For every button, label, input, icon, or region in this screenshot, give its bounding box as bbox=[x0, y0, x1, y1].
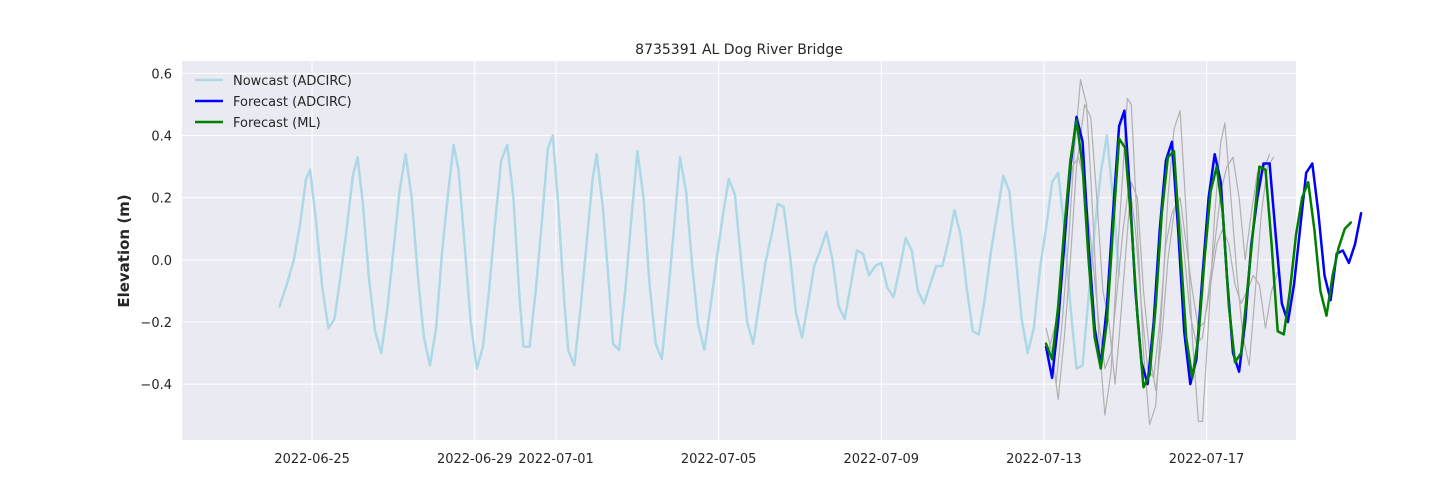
x-tick-label: 2022-07-09 bbox=[844, 452, 920, 467]
y-tick-label: 0.4 bbox=[151, 130, 172, 145]
x-axis-ticks: 2022-06-25 2022-06-29 2022-07-01 2022-07-05… bbox=[274, 452, 1244, 467]
y-tick-label: 0.0 bbox=[151, 254, 172, 269]
x-tick-label: 2022-07-13 bbox=[1006, 452, 1082, 467]
y-tick-label: 0.2 bbox=[151, 192, 172, 207]
x-tick-label: 2022-07-01 bbox=[518, 452, 594, 467]
legend-label: Nowcast (ADCIRC) bbox=[233, 74, 352, 89]
legend-label: Forecast (ADCIRC) bbox=[233, 95, 352, 110]
y-tick-label: −0.4 bbox=[140, 378, 172, 393]
chart-title: 8735391 AL Dog River Bridge bbox=[635, 42, 843, 58]
legend: Nowcast (ADCIRC) Forecast (ADCIRC) Forecas… bbox=[195, 74, 352, 131]
x-tick-label: 2022-07-17 bbox=[1169, 452, 1245, 467]
y-axis-ticks: −0.4 −0.2 0.0 0.2 0.4 0.6 bbox=[140, 67, 172, 393]
series-line-ensemble-adcirc-3 bbox=[1047, 153, 1271, 379]
x-tick-label: 2022-06-29 bbox=[437, 452, 513, 467]
series-layer bbox=[278, 79, 1363, 426]
x-tick-label: 2022-06-25 bbox=[274, 452, 350, 467]
y-axis-label: Elevation (m) bbox=[115, 194, 133, 307]
y-tick-label: −0.2 bbox=[140, 316, 172, 331]
series-line-forecast-ml-5 bbox=[1044, 118, 1353, 389]
series-line-nowcast-adcirc-0 bbox=[278, 134, 1121, 370]
legend-label: Forecast (ML) bbox=[233, 116, 321, 131]
x-tick-label: 2022-07-05 bbox=[681, 452, 757, 467]
y-tick-label: 0.6 bbox=[151, 67, 172, 82]
